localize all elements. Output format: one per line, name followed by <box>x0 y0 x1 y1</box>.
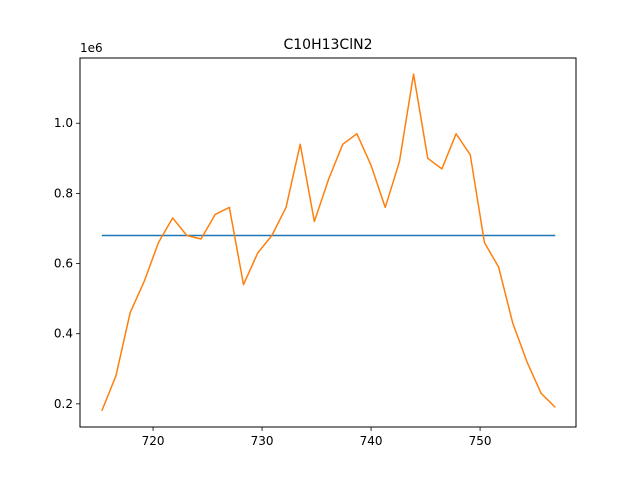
y-tick-label: 0.6 <box>54 257 73 271</box>
x-tick-label: 740 <box>360 434 383 448</box>
axis-ticks: 720 730 740 750 0.2 0.4 0.6 0.8 1.0 <box>54 116 492 448</box>
y-tick-label: 0.8 <box>54 186 73 200</box>
x-tick-label: 750 <box>469 434 492 448</box>
x-tick-label: 730 <box>251 434 274 448</box>
plot-area <box>101 73 556 412</box>
axes-frame <box>79 57 577 428</box>
x-tick-label: 720 <box>142 434 165 448</box>
y-tick-label: 1.0 <box>54 116 73 130</box>
y-offset-label: 1e6 <box>80 41 103 55</box>
y-tick-label: 0.2 <box>54 397 73 411</box>
series-line-2 <box>101 73 556 412</box>
y-tick-label: 0.4 <box>54 327 73 341</box>
chart-title: C10H13ClN2 <box>284 37 373 53</box>
